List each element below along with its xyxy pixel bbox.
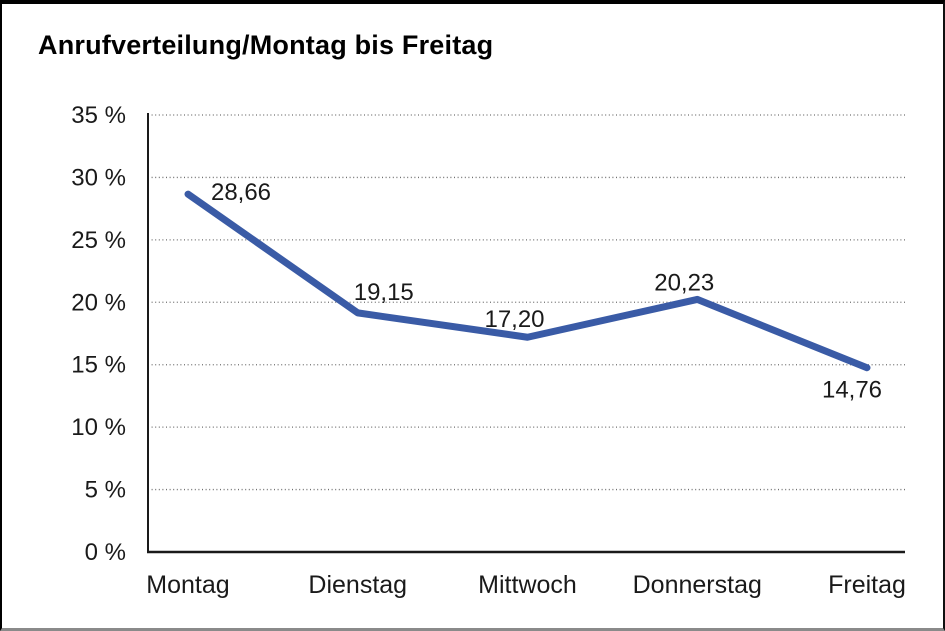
y-tick-label: 0 % <box>85 539 126 566</box>
y-tick-label: 15 % <box>71 352 126 379</box>
data-point-label: 17,20 <box>484 306 544 333</box>
data-point-label: 19,15 <box>354 279 414 306</box>
data-point-label: 28,66 <box>211 179 271 206</box>
x-axis-label: Dienstag <box>308 571 407 599</box>
series-line <box>184 190 871 372</box>
chart-title: Anrufverteilung/Montag bis Freitag <box>38 30 494 60</box>
y-tick-label: 30 % <box>71 164 126 191</box>
y-tick-label: 10 % <box>71 414 126 441</box>
data-point-label: 14,76 <box>822 377 882 404</box>
x-axis-label: Donnerstag <box>633 571 762 599</box>
y-tick-label: 25 % <box>71 227 126 254</box>
x-axis-label: Mittwoch <box>478 571 577 599</box>
y-tick-label: 20 % <box>71 289 126 316</box>
x-axis-label: Montag <box>146 571 229 599</box>
x-axis-label: Freitag <box>828 571 906 599</box>
y-tick-label: 35 % <box>71 102 126 129</box>
y-tick-label: 5 % <box>85 477 126 504</box>
data-point-label: 20,23 <box>654 269 714 296</box>
line-chart: 0 % 5 % 10 % 15 % 20 % 25 % 30 % 35 % 28,66 19,15… <box>71 102 906 599</box>
